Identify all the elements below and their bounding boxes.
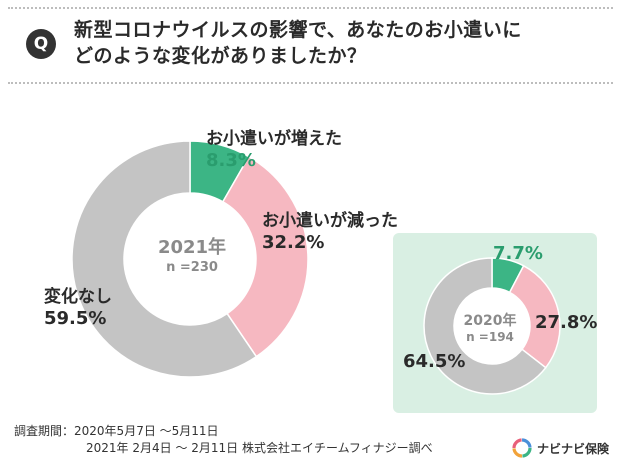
chart-2020-n: n =194 (466, 330, 514, 344)
chart-2020-year: 2020年 (463, 313, 517, 329)
label-2020-unchanged-pct: 64.5% (403, 351, 466, 372)
label-2020-increase: 7.7% (493, 243, 543, 265)
label-2021-increase-pct: 8.3% (206, 150, 256, 171)
label-2021-increase-name: お小遣いが増えた (206, 129, 342, 149)
navinavi-logo-icon (512, 438, 532, 458)
bottom-dotted-divider (8, 82, 613, 84)
label-2021-unchanged-pct: 59.5% (44, 308, 107, 329)
label-2020-decrease-pct: 27.8% (535, 312, 598, 333)
top-dotted-divider (8, 7, 613, 9)
survey-period-1: 2020年5月7日 ～5月11日 (74, 424, 219, 438)
label-2021-unchanged-name: 変化なし (44, 287, 112, 307)
donut-chart-2020 (423, 257, 561, 395)
survey-footer: 調査期間：2020年5月7日 ～5月11日 2021年 2月4日 ～ 2月11日… (14, 423, 433, 457)
donut-hole-2020 (454, 288, 530, 364)
label-2021-decrease-pct: 32.2% (262, 232, 325, 253)
chart-2021-center: 2021年 n =230 (152, 236, 232, 276)
label-2021-decrease: お小遣いが減った 32.2% (262, 210, 398, 254)
survey-period-label: 調査期間： (14, 424, 75, 438)
label-2020-decrease: 27.8% (535, 312, 597, 334)
question-line-2: どのような変化がありましたか？ (74, 45, 367, 67)
brand: ナビナビ保険 (512, 438, 609, 458)
chart-2020-center: 2020年 n =194 (452, 312, 528, 344)
question-badge: Q (26, 29, 56, 59)
label-2021-increase: お小遣いが増えた 8.3% (206, 128, 342, 172)
chart-2021-n: n =230 (166, 260, 218, 275)
label-2021-unchanged: 変化なし 59.5% (44, 286, 112, 330)
chart-2021-year: 2021年 (157, 237, 227, 258)
brand-name: ナビナビ保険 (537, 441, 610, 456)
label-2020-increase-pct: 7.7% (493, 243, 543, 264)
question-line-1: 新型コロナウイルスの影響で、あなたのお小遣いに (74, 19, 522, 41)
question-text: 新型コロナウイルスの影響で、あなたのお小遣いに どのような変化がありましたか？ (74, 17, 522, 69)
survey-period-2: 2021年 2月4日 ～ 2月11日 株式会社エイチームフィナジー調べ (86, 441, 433, 455)
donut-chart-2021 (71, 140, 309, 378)
label-2020-unchanged: 64.5% (403, 351, 465, 373)
donut-hole-2021 (124, 193, 256, 325)
label-2021-decrease-name: お小遣いが減った (262, 211, 398, 231)
